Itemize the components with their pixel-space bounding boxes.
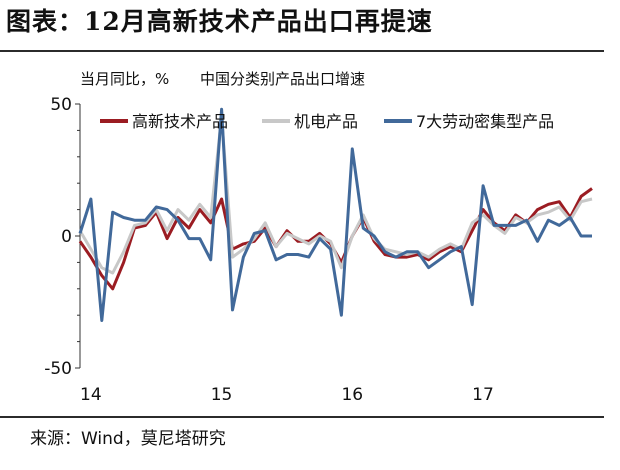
title-rule [0, 50, 604, 52]
legend-label-3: 7大劳动密集型产品 [416, 112, 554, 131]
x-tick-label: 16 [341, 385, 363, 405]
y-axis-label: 当月同比，% [80, 70, 169, 88]
y-tick-label: 50 [50, 95, 72, 115]
chart: 50 0 -50 14 15 16 17 高新技术产品 机电产品 7大劳动密集型产品 当月同比，… [44, 70, 593, 405]
series-line-3 [78, 107, 592, 322]
figure-title: 图表：12月高新技术产品出口再提速 [6, 7, 433, 36]
y-tick-label: -50 [44, 359, 72, 379]
series-line-2 [78, 115, 593, 275]
source-note: 来源：Wind，莫尼塔研究 [30, 429, 226, 449]
chart-legend: 高新技术产品 机电产品 7大劳动密集型产品 [100, 112, 554, 131]
source-rule [0, 416, 604, 418]
chart-lines [78, 107, 593, 322]
legend-label-2: 机电产品 [294, 112, 358, 131]
chart-axes: 50 0 -50 14 15 16 17 [44, 95, 494, 405]
x-tick-label: 17 [472, 385, 494, 405]
legend-label-1: 高新技术产品 [132, 112, 228, 131]
y-tick-label: 0 [61, 227, 72, 247]
x-tick-label: 15 [211, 385, 233, 405]
x-tick-label: 14 [80, 385, 102, 405]
chart-title: 中国分类别产品出口增速 [200, 70, 365, 88]
